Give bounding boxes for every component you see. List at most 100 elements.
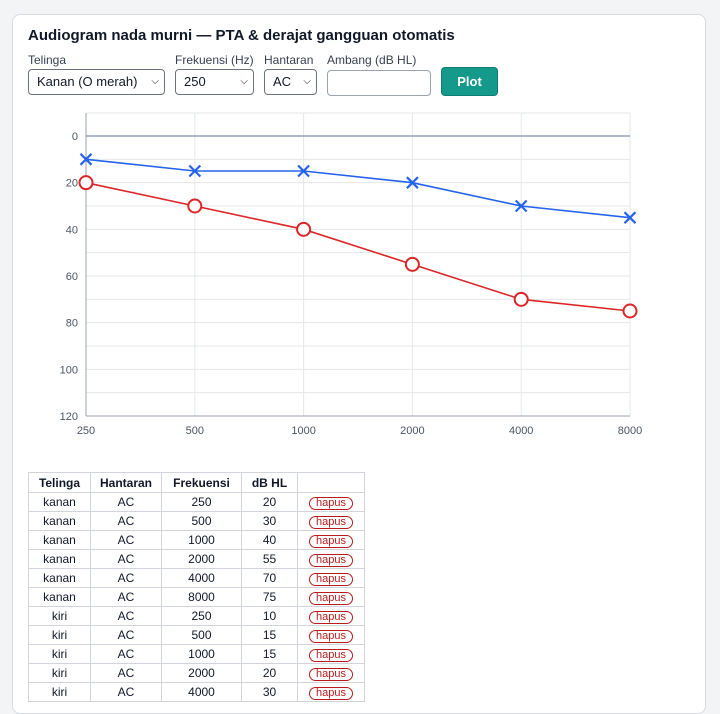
cell-frequency: 2000 [161,663,242,683]
main-card: Audiogram nada murni — PTA & derajat gan… [12,14,706,714]
y-tick-label: 20 [66,178,78,190]
table-row: kiri AC 4000 30 hapus [28,682,365,702]
cross-stroke [514,199,528,213]
chart-axes: 0 20 40 60 80 100 120 250 500 1000 2000 4000 8000 [60,113,642,437]
x-tick-label: 4000 [509,425,533,437]
cell-ear: kanan [28,549,91,569]
delete-button[interactable]: hapus [309,686,353,700]
cell-action: hapus [297,568,365,588]
threshold-input[interactable] [327,70,431,96]
cell-conduction: AC [90,568,162,588]
x-tick-label: 1000 [291,425,315,437]
cell-db: 20 [241,492,298,512]
column-header-conduction: Hantaran [90,472,162,493]
table-row: kanan AC 2000 55 hapus [28,549,365,569]
cell-db: 20 [241,663,298,683]
cell-db: 75 [241,587,298,607]
frequency-select-value: 250 [184,74,206,89]
cell-ear: kanan [28,568,91,588]
delete-button[interactable]: hapus [309,496,353,510]
cell-action: hapus [297,663,365,683]
table-row: kiri AC 2000 20 hapus [28,663,365,683]
data-point-kanan [296,221,312,237]
cell-db: 70 [241,568,298,588]
cell-frequency: 500 [161,511,242,531]
cell-db: 30 [241,511,298,531]
frequency-select[interactable]: 250 ⌵ [175,69,254,95]
cell-conduction: AC [90,530,162,550]
series-line-kiri [85,158,631,219]
table-row: kanan AC 1000 40 hapus [28,530,365,550]
delete-button[interactable]: hapus [309,610,353,624]
cell-ear: kiri [28,663,91,683]
y-tick-label: 40 [66,224,78,236]
table-header-row: Telinga Hantaran Frekuensi dB HL [28,472,365,493]
conduction-select[interactable]: AC ⌵ [264,69,317,95]
delete-button[interactable]: hapus [309,534,353,548]
chevron-down-icon: ⌵ [240,76,248,87]
table-row: kiri AC 250 10 hapus [28,606,365,626]
threshold-table: Telinga Hantaran Frekuensi dB HL kanan AC… [28,472,365,702]
y-tick-label: 0 [72,131,78,143]
delete-button[interactable]: hapus [309,553,353,567]
cell-ear: kanan [28,492,91,512]
cell-ear: kiri [28,606,91,626]
delete-button[interactable]: hapus [309,667,353,681]
cell-conduction: AC [90,644,162,664]
delete-button[interactable]: hapus [309,572,353,586]
cell-conduction: AC [90,663,162,683]
cell-action: hapus [297,530,365,550]
column-header-db: dB HL [241,472,298,493]
cell-action: hapus [297,511,365,531]
y-tick-label: 80 [66,318,78,330]
cell-frequency: 250 [161,606,242,626]
cell-action: hapus [297,606,365,626]
table-body: kanan AC 250 20 hapus kanan AC 500 30 hapus kanan A… [28,492,365,702]
data-point-kiri [406,176,419,189]
cell-frequency: 1000 [161,530,242,550]
data-point-kiri [623,211,637,224]
table-row: kiri AC 500 15 hapus [28,625,365,645]
page-title: Audiogram nada murni — PTA & derajat gan… [28,27,455,44]
ear-label: Telinga [28,53,67,67]
cell-db: 10 [241,606,298,626]
cell-conduction: AC [90,625,162,645]
cross-stroke [188,164,202,178]
data-point-kiri [297,164,310,178]
series-line-kanan [85,181,631,312]
cross-stroke [79,153,93,166]
y-tick-label: 120 [60,411,78,423]
cell-conduction: AC [90,606,162,626]
cell-action: hapus [297,625,365,645]
cell-frequency: 2000 [161,549,242,569]
chevron-down-icon: ⌵ [303,76,311,87]
conduction-label: Hantaran [264,53,314,67]
data-point-kanan [404,256,420,272]
delete-button[interactable]: hapus [309,515,353,529]
cell-ear: kiri [28,625,91,645]
delete-button[interactable]: hapus [309,648,353,662]
cell-ear: kanan [28,587,91,607]
cell-frequency: 4000 [161,568,242,588]
data-point-kiri [79,153,93,166]
cell-db: 15 [241,644,298,664]
delete-button[interactable]: hapus [309,591,353,605]
cell-frequency: 250 [161,492,242,512]
chart-grid [85,112,631,417]
cell-ear: kanan [28,511,91,531]
threshold-label: Ambang (dB HL) [327,53,417,67]
y-tick-label: 100 [60,364,78,376]
ear-select[interactable]: Kanan (O merah) ⌵ [28,69,165,95]
cell-conduction: AC [90,492,162,512]
plot-button[interactable]: Plot [441,67,498,96]
cell-db: 40 [241,530,298,550]
x-tick-label: 250 [77,425,95,437]
column-header-ear: Telinga [28,472,91,493]
cell-db: 55 [241,549,298,569]
cell-conduction: AC [90,549,162,569]
cell-frequency: 1000 [161,644,242,664]
cell-action: hapus [297,492,365,512]
delete-button[interactable]: hapus [309,629,353,643]
cell-ear: kanan [28,530,91,550]
cell-ear: kiri [28,682,91,702]
